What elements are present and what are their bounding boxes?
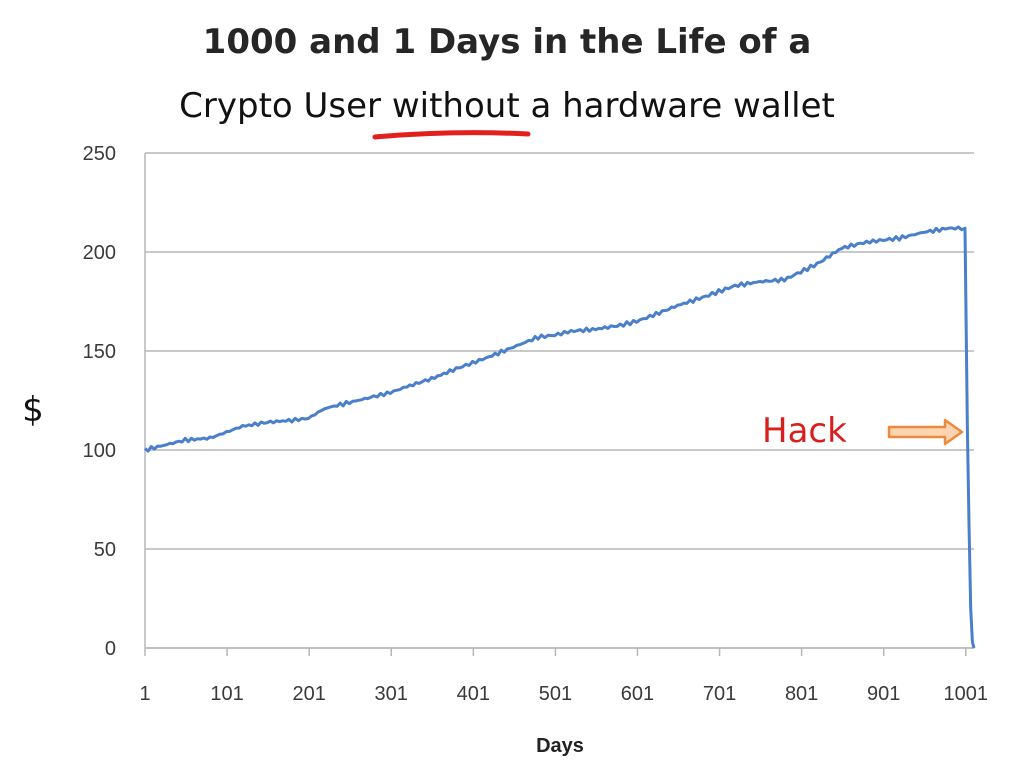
x-tick-label: 801 bbox=[785, 683, 818, 705]
y-tick-label: 200 bbox=[83, 242, 116, 264]
emphasis-underline bbox=[372, 130, 531, 140]
subtitle-start: Crypto User bbox=[179, 86, 392, 126]
x-tick-label: 901 bbox=[867, 683, 900, 705]
chart-title: 1000 and 1 Days in the Life of a bbox=[202, 22, 812, 62]
right-arrow-icon bbox=[887, 418, 964, 446]
subtitle-emphasis: without bbox=[391, 86, 520, 126]
arrow-shape bbox=[887, 418, 964, 446]
x-tick-label: 101 bbox=[210, 683, 243, 705]
grid-lines bbox=[145, 152, 974, 649]
chart-subtitle: Crypto User without a hardware wallet bbox=[0, 86, 1014, 126]
x-tick-label: 1 bbox=[139, 683, 150, 705]
x-tick-label: 401 bbox=[457, 683, 490, 705]
y-tick-label: 50 bbox=[94, 539, 116, 561]
y-tick-label: 250 bbox=[83, 143, 116, 165]
x-axis-ticks: 1 101 201 301 401 501 601 701 801 901 1001 bbox=[139, 648, 988, 705]
y-axis-label: $ bbox=[22, 390, 44, 430]
y-tick-label: 0 bbox=[105, 638, 116, 660]
x-axis-label: Days bbox=[536, 735, 584, 757]
x-tick-label: 501 bbox=[539, 683, 572, 705]
subtitle-end: a hardware wallet bbox=[519, 86, 835, 126]
y-axis-ticks: 0 50 100 150 200 250 bbox=[83, 143, 116, 660]
y-tick-label: 150 bbox=[83, 341, 116, 363]
y-tick-label: 100 bbox=[83, 440, 116, 462]
x-tick-label: 201 bbox=[292, 683, 325, 705]
axes bbox=[144, 153, 974, 649]
series-line bbox=[144, 225, 976, 649]
x-tick-label: 1001 bbox=[944, 683, 989, 705]
x-tick-label: 701 bbox=[703, 683, 736, 705]
hack-annotation: Hack bbox=[762, 411, 847, 451]
x-tick-label: 601 bbox=[621, 683, 654, 705]
x-tick-label: 301 bbox=[375, 683, 408, 705]
